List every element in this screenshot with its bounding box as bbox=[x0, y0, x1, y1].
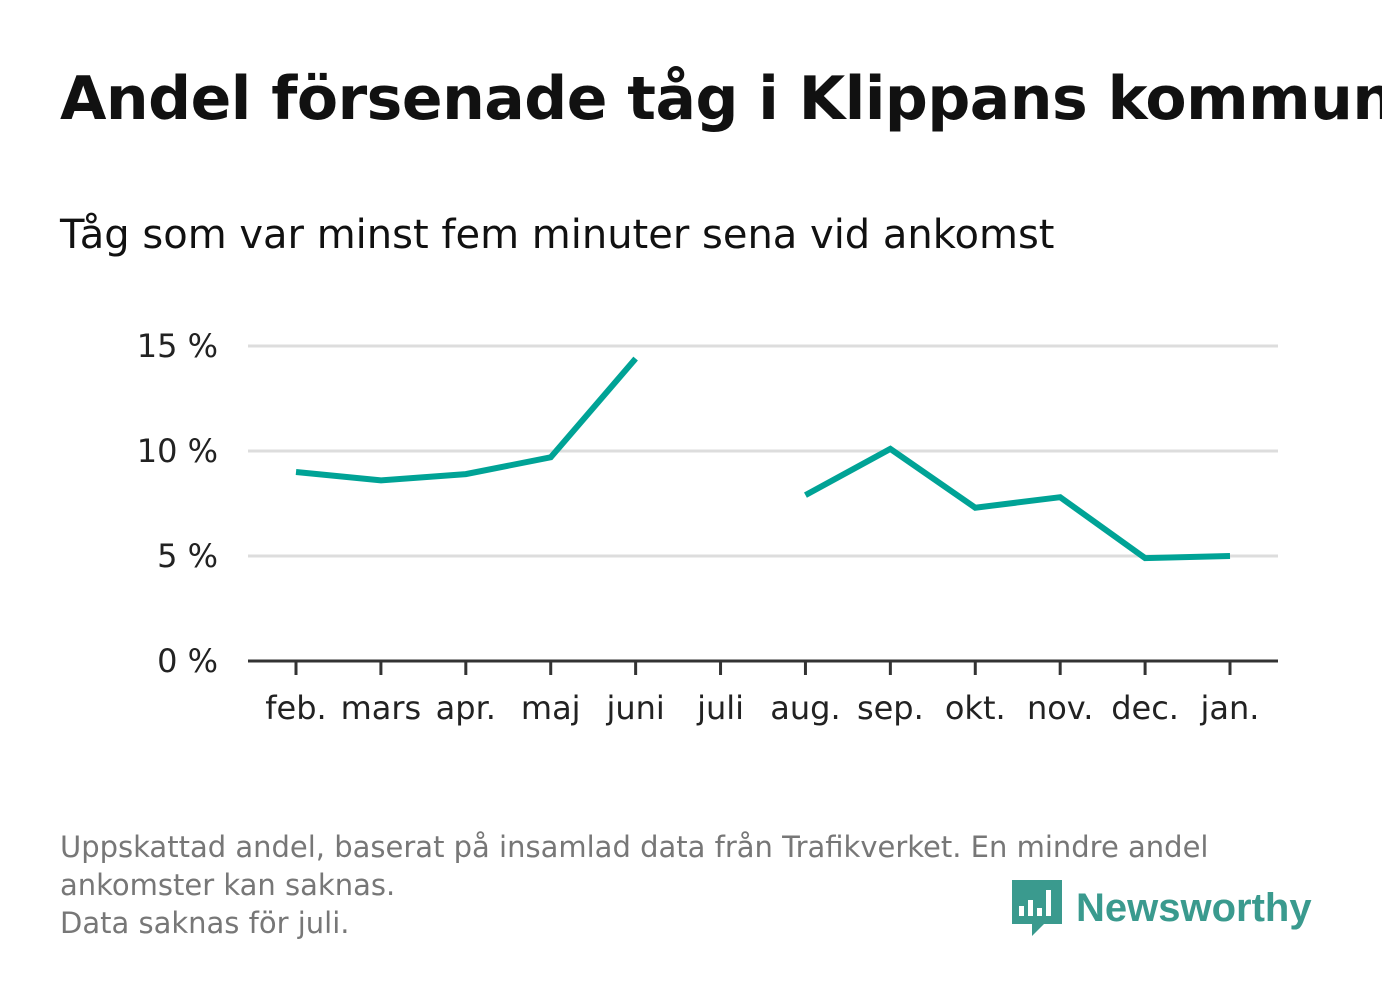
footnote-line-1: Uppskattad andel, baserat på insamlad da… bbox=[60, 830, 1209, 864]
newsworthy-logo: Newsworthy bbox=[1010, 878, 1312, 938]
x-tick-label: sep. bbox=[857, 689, 924, 727]
line-chart: 0 % 5 % 10 % 15 % feb. mars apr. maj juni juli au… bbox=[137, 327, 1278, 727]
chart-title: Andel försenade tåg i Klippans kommun bbox=[60, 64, 1382, 134]
x-tick-label: aug. bbox=[770, 689, 840, 727]
series-lines bbox=[295, 356, 1231, 562]
y-tick-label: 0 % bbox=[157, 642, 218, 680]
x-tick-label: nov. bbox=[1027, 689, 1093, 727]
chart-subtitle: Tåg som var minst fem minuter sena vid a… bbox=[60, 212, 1055, 258]
x-tick-label: okt. bbox=[945, 689, 1006, 727]
y-tick-label: 5 % bbox=[157, 537, 218, 575]
bar-chart-speech-bubble-icon bbox=[1012, 880, 1062, 936]
x-tick-label: jan. bbox=[1200, 689, 1260, 727]
y-tick-label: 15 % bbox=[137, 327, 218, 365]
x-tick-label: juni bbox=[605, 689, 664, 727]
y-tick-label: 10 % bbox=[137, 432, 218, 470]
footnote-line-2: ankomster kan saknas. bbox=[60, 868, 396, 902]
x-tick-label: apr. bbox=[436, 689, 496, 727]
footnote: Uppskattad andel, baserat på insamlad da… bbox=[60, 828, 1310, 942]
series-line-segment bbox=[804, 445, 1231, 562]
x-tick-label: feb. bbox=[265, 689, 326, 727]
grid-lines bbox=[248, 344, 1278, 558]
x-tick-label: mars bbox=[341, 689, 422, 727]
x-tick-label: juli bbox=[696, 689, 744, 727]
x-tick-label: maj bbox=[521, 689, 581, 727]
footnote-line-3: Data saknas för juli. bbox=[60, 906, 350, 940]
x-axis-tick-labels: feb. mars apr. maj juni juli aug. sep. okt. nov. d… bbox=[265, 689, 1259, 727]
brand-name: Newsworthy bbox=[1076, 885, 1312, 930]
x-axis bbox=[248, 659, 1278, 675]
y-axis-tick-labels: 0 % 5 % 10 % 15 % bbox=[137, 327, 218, 680]
x-tick-label: dec. bbox=[1111, 689, 1179, 727]
series-line-segment bbox=[295, 356, 638, 484]
